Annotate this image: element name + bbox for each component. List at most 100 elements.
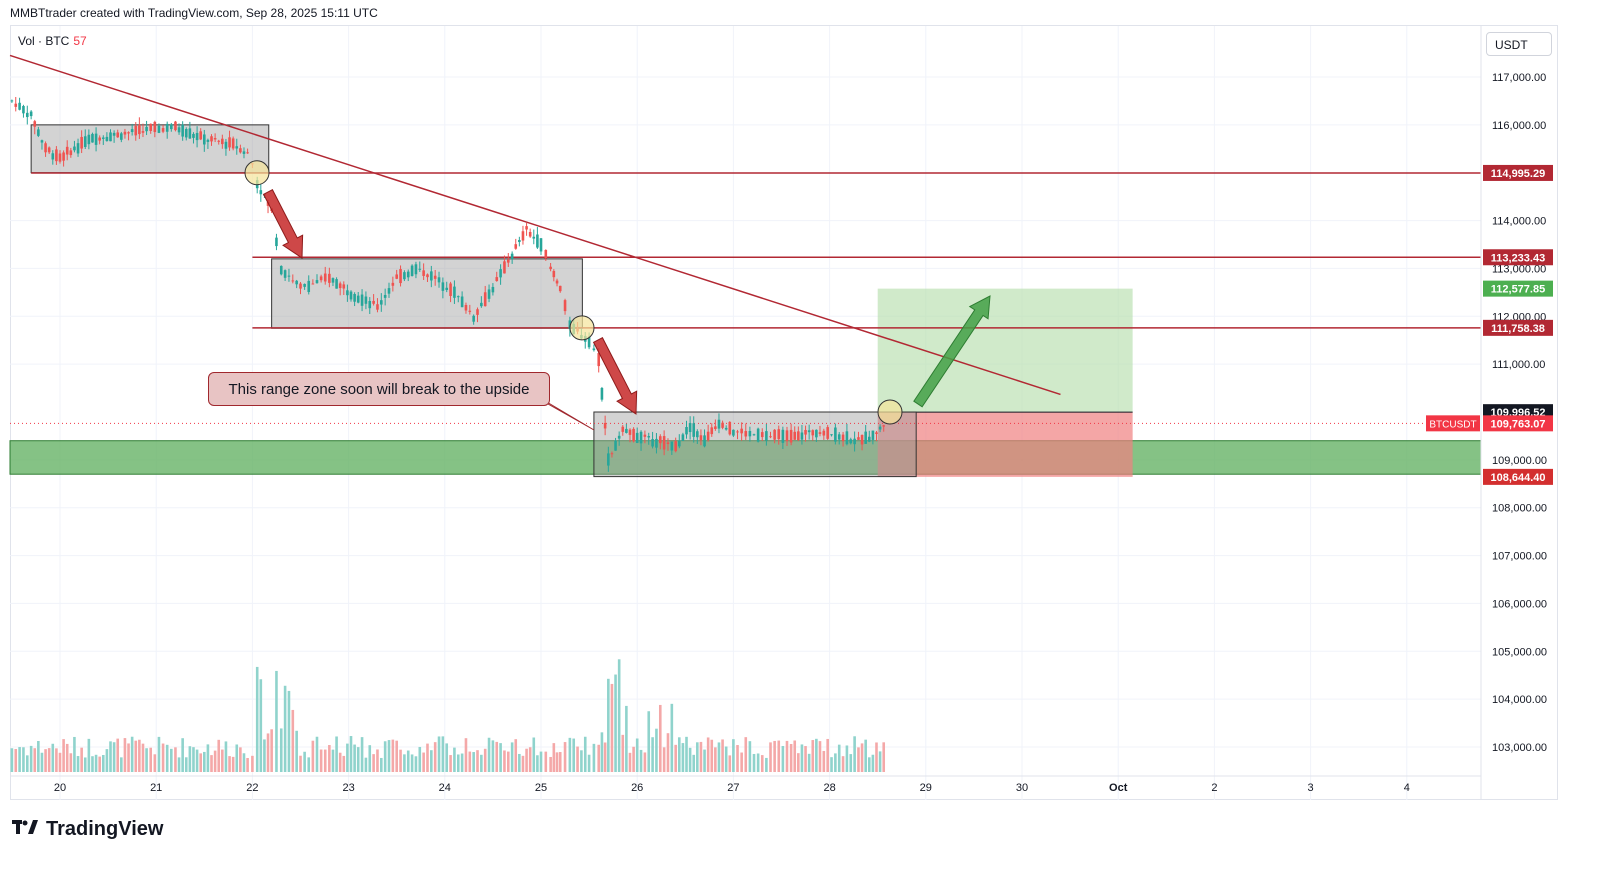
candle-body — [804, 429, 807, 435]
price-label-bg — [1483, 468, 1553, 485]
candle-body — [228, 137, 231, 148]
candle-body — [773, 429, 776, 440]
volume-bar — [83, 757, 87, 772]
volume-bar — [666, 733, 670, 772]
candle-body — [307, 280, 311, 293]
candle-body — [568, 320, 572, 330]
x-tick-label: 26 — [631, 782, 643, 794]
volume-bar — [360, 737, 364, 772]
volume-bar — [395, 740, 398, 772]
candle-body — [703, 435, 706, 447]
candle-body — [822, 430, 826, 436]
volume-bar — [815, 738, 818, 772]
volume-bar — [141, 743, 145, 772]
candle-body — [105, 136, 109, 142]
candle-body — [177, 127, 181, 133]
candle-body — [323, 273, 327, 282]
volume-bar — [621, 734, 625, 772]
candle-body — [875, 432, 878, 434]
volume-bar — [736, 745, 739, 772]
volume-bar — [681, 743, 685, 772]
candle-body — [356, 295, 360, 303]
candle-body — [410, 265, 414, 277]
candle-body — [857, 437, 860, 440]
volume-bar — [658, 704, 662, 772]
candle-body — [221, 138, 224, 145]
volume-bar — [165, 744, 169, 772]
candle-body — [380, 300, 383, 305]
candle-body — [607, 453, 610, 466]
volume-bar — [453, 747, 456, 772]
volume-indicator-label[interactable]: Vol · BTC 57 — [18, 34, 87, 48]
y-tick-label: 117,000.00 — [1492, 72, 1546, 84]
volume-bar — [259, 679, 263, 772]
volume-bar — [632, 746, 635, 772]
volume-indicator-name: Vol · BTC — [18, 34, 70, 48]
annotation-callout[interactable]: This range zone soon will break to the u… — [208, 372, 550, 406]
volume-bar — [857, 747, 860, 772]
currency-selector[interactable]: USDT — [1486, 32, 1552, 56]
y-tick-label: 107,000.00 — [1492, 551, 1547, 563]
candle-body — [18, 102, 21, 110]
volume-bar — [37, 740, 40, 772]
down-arrow — [592, 337, 638, 415]
candle-body — [752, 434, 756, 436]
highlight-circle — [877, 399, 903, 425]
volume-bar — [468, 751, 472, 772]
volume-bar — [506, 751, 510, 772]
volume-bar — [283, 685, 287, 772]
candle-body — [29, 111, 33, 117]
candle-body — [55, 149, 58, 162]
candle-body — [651, 439, 654, 447]
volume-bar — [568, 737, 572, 772]
volume-bar — [685, 736, 688, 772]
volume-bar — [514, 739, 518, 772]
candle-body — [476, 309, 479, 315]
candle-body — [528, 231, 532, 237]
volume-bar — [414, 756, 418, 772]
price-label-bg — [1483, 319, 1553, 336]
volume-bar — [871, 754, 875, 772]
candle-body — [789, 429, 793, 443]
candle-body — [692, 423, 696, 437]
volume-bar — [29, 745, 33, 772]
brand[interactable]: TradingView — [12, 818, 163, 841]
candle-body — [860, 434, 864, 445]
candle-body — [98, 137, 101, 141]
candle-body — [368, 300, 372, 309]
volume-bar — [822, 750, 826, 772]
candle-body — [506, 259, 510, 263]
range-box — [593, 411, 917, 478]
volume-bar — [149, 747, 153, 772]
volume-bar — [18, 747, 21, 772]
candle-body — [610, 453, 614, 455]
chart-header: MMBTtrader created with TradingView.com,… — [10, 6, 378, 20]
candle-body — [192, 133, 195, 138]
volume-bar — [192, 747, 195, 772]
volume-bar — [756, 753, 760, 772]
volume-bar — [765, 757, 768, 772]
volume-bar — [239, 747, 242, 772]
candle-body — [275, 237, 278, 247]
candle-body — [239, 148, 242, 153]
candle-body — [391, 282, 395, 286]
y-tick-label: 113,000.00 — [1492, 263, 1546, 275]
volume-bar — [319, 749, 323, 772]
x-tick-label: 27 — [727, 782, 739, 794]
candle-body — [101, 137, 105, 139]
volume-bar — [116, 738, 120, 772]
volume-bar — [552, 743, 556, 772]
candle-body — [73, 146, 76, 151]
candle-body — [76, 143, 80, 154]
candle-body — [311, 283, 315, 285]
candle-body — [426, 274, 429, 278]
candle-body — [25, 112, 29, 118]
candle-body — [349, 291, 353, 300]
volume-bar — [777, 740, 781, 772]
candle-body — [303, 283, 306, 287]
candle-body — [732, 429, 735, 436]
volume-bar — [217, 739, 221, 772]
up-arrow — [913, 295, 991, 408]
volume-bar — [399, 749, 402, 772]
